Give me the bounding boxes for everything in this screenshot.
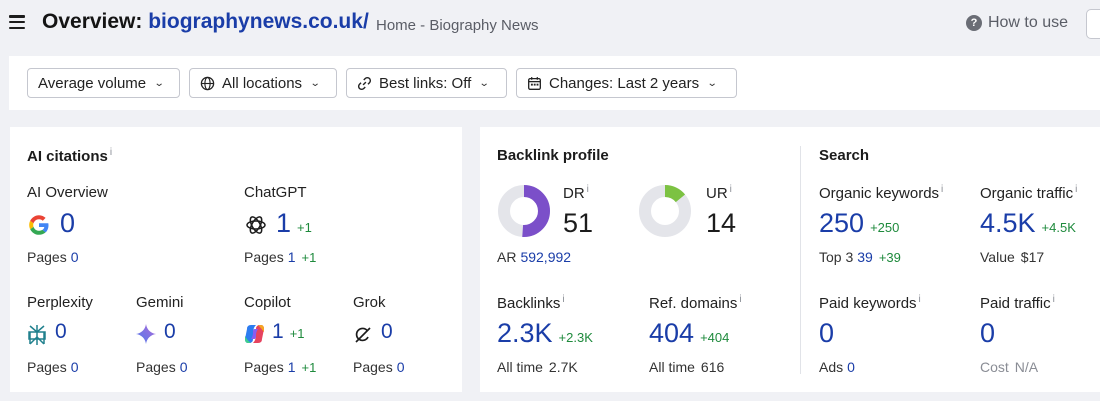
dr-donut-chart bbox=[498, 185, 550, 237]
info-icon[interactable]: i bbox=[739, 294, 742, 305]
paid-keywords-value[interactable]: 0 bbox=[819, 318, 835, 348]
info-icon[interactable]: i bbox=[941, 184, 944, 195]
ai-citations-card bbox=[10, 127, 462, 392]
chevron-down-icon: ⌄ bbox=[479, 77, 490, 89]
organic-keywords-value[interactable]: 250 +250 bbox=[819, 208, 900, 238]
perplexity-label: Perplexity bbox=[27, 294, 93, 311]
gemini-icon bbox=[136, 324, 156, 344]
grok-icon bbox=[355, 327, 371, 343]
filter-label: Changes: Last 2 years bbox=[549, 74, 700, 92]
info-icon[interactable]: i bbox=[109, 147, 113, 158]
best-links-filter-button[interactable]: Best links: Off ⌄ bbox=[346, 68, 507, 98]
ai-overview-label: AI Overview bbox=[27, 184, 108, 201]
cost-row: Cost N/A bbox=[980, 359, 1039, 375]
organic-traffic-value[interactable]: 4.5K +4.5K bbox=[980, 208, 1076, 238]
info-icon[interactable]: i bbox=[562, 294, 565, 305]
perplexity-pages: Pages 0 bbox=[27, 359, 79, 375]
paid-traffic-label: Paid traffic i bbox=[980, 294, 1055, 312]
dr-value: 51 bbox=[563, 208, 594, 238]
copilot-pages: Pages 1 +1 bbox=[244, 359, 317, 375]
organic-keywords-label: Organic keywords i bbox=[819, 184, 944, 202]
backlinks-all-time: All time 2.7K bbox=[497, 359, 578, 375]
ref-domains-label: Ref. domains i bbox=[649, 294, 742, 312]
card-divider bbox=[800, 146, 801, 374]
info-icon[interactable]: i bbox=[729, 184, 732, 195]
copilot-label: Copilot bbox=[244, 294, 291, 311]
ref-domains-delta: +404 bbox=[700, 330, 730, 345]
info-icon[interactable]: i bbox=[1075, 184, 1078, 195]
ai-overview-value[interactable]: 0 bbox=[60, 208, 76, 238]
gemini-pages: Pages 0 bbox=[136, 359, 188, 375]
dr-donut-fill bbox=[498, 185, 550, 237]
top3-row: Top 3 39 +39 bbox=[819, 249, 901, 265]
menu-icon[interactable] bbox=[9, 15, 25, 29]
ref-domains-all-time: All time 616 bbox=[649, 359, 725, 375]
filter-label: Average volume bbox=[38, 74, 147, 92]
how-to-use-label: How to use bbox=[987, 14, 1068, 31]
info-icon[interactable]: i bbox=[918, 294, 921, 305]
chatgpt-icon bbox=[246, 216, 266, 234]
ads-row: Ads 0 bbox=[819, 359, 855, 375]
ur-donut-fill bbox=[639, 185, 691, 237]
info-icon[interactable]: i bbox=[1052, 294, 1055, 305]
changes-filter-button[interactable]: Changes: Last 2 years ⌄ bbox=[516, 68, 737, 98]
page-title: Overview: biographynews.co.uk/ bbox=[42, 10, 369, 34]
paid-keywords-label: Paid keywords i bbox=[819, 294, 921, 312]
organic-traffic-delta: +4.5K bbox=[1041, 220, 1076, 235]
perplexity-value[interactable]: 0 bbox=[55, 320, 67, 343]
google-icon bbox=[29, 215, 49, 235]
title-prefix: Overview: bbox=[42, 10, 143, 33]
search-title: Search bbox=[819, 147, 870, 164]
perplexity-icon bbox=[28, 325, 46, 345]
grok-value[interactable]: 0 bbox=[381, 320, 393, 343]
dr-label: DR i bbox=[563, 184, 589, 202]
backlinks-label: Backlinks i bbox=[497, 294, 565, 312]
chevron-down-icon: ⌄ bbox=[153, 77, 165, 89]
question-icon: ? bbox=[965, 15, 982, 31]
volume-filter-button[interactable]: Average volume ⌄ bbox=[27, 68, 180, 98]
globe-icon bbox=[200, 76, 215, 90]
gemini-value[interactable]: 0 bbox=[164, 320, 176, 343]
ref-domains-value[interactable]: 404 +404 bbox=[649, 318, 730, 348]
chatgpt-value[interactable]: 1 +1 bbox=[276, 208, 312, 238]
ai-overview-pages: Pages 0 bbox=[27, 249, 79, 265]
chevron-down-icon: ⌄ bbox=[309, 77, 321, 89]
header-edge-button[interactable] bbox=[1086, 9, 1100, 39]
chatgpt-label: ChatGPT bbox=[244, 184, 307, 201]
breadcrumb[interactable]: Home - Biography News bbox=[376, 17, 539, 34]
traffic-value-row: Value $17 bbox=[980, 249, 1045, 265]
backlinks-delta: +2.3K bbox=[558, 330, 593, 345]
link-icon bbox=[357, 76, 372, 90]
organic-traffic-label: Organic traffic i bbox=[980, 184, 1078, 202]
locations-filter-button[interactable]: All locations ⌄ bbox=[189, 68, 337, 98]
info-icon[interactable]: i bbox=[586, 184, 589, 195]
metrics-card bbox=[480, 127, 1100, 392]
ur-value: 14 bbox=[706, 208, 737, 238]
copilot-delta: +1 bbox=[289, 326, 305, 341]
grok-pages: Pages 0 bbox=[353, 359, 405, 375]
chatgpt-pages: Pages 1 +1 bbox=[244, 249, 317, 265]
filter-label: All locations bbox=[222, 74, 303, 92]
gemini-label: Gemini bbox=[136, 294, 184, 311]
ur-label: UR i bbox=[706, 184, 732, 202]
chatgpt-delta: +1 bbox=[297, 220, 312, 235]
how-to-use-link[interactable]: ? How to use bbox=[965, 14, 1068, 32]
paid-traffic-value[interactable]: 0 bbox=[980, 318, 996, 348]
ai-citations-title: AI citations i bbox=[27, 147, 113, 165]
ar-row: AR 592,992 bbox=[497, 249, 572, 265]
backlink-profile-title: Backlink profile bbox=[497, 147, 609, 164]
copilot-icon bbox=[245, 325, 264, 343]
calendar-icon bbox=[528, 76, 541, 90]
filter-bar: Average volume ⌄ All locations ⌄ Best link… bbox=[9, 56, 1100, 110]
backlinks-value[interactable]: 2.3K +2.3K bbox=[497, 318, 593, 348]
chevron-down-icon: ⌄ bbox=[706, 77, 718, 89]
domain-link[interactable]: biographynews.co.uk/ bbox=[148, 10, 369, 33]
filter-label: Best links: Off bbox=[379, 74, 472, 92]
organic-keywords-delta: +250 bbox=[870, 220, 900, 235]
grok-label: Grok bbox=[353, 294, 386, 311]
copilot-value[interactable]: 1 +1 bbox=[272, 320, 305, 343]
ur-donut-chart bbox=[639, 185, 691, 237]
